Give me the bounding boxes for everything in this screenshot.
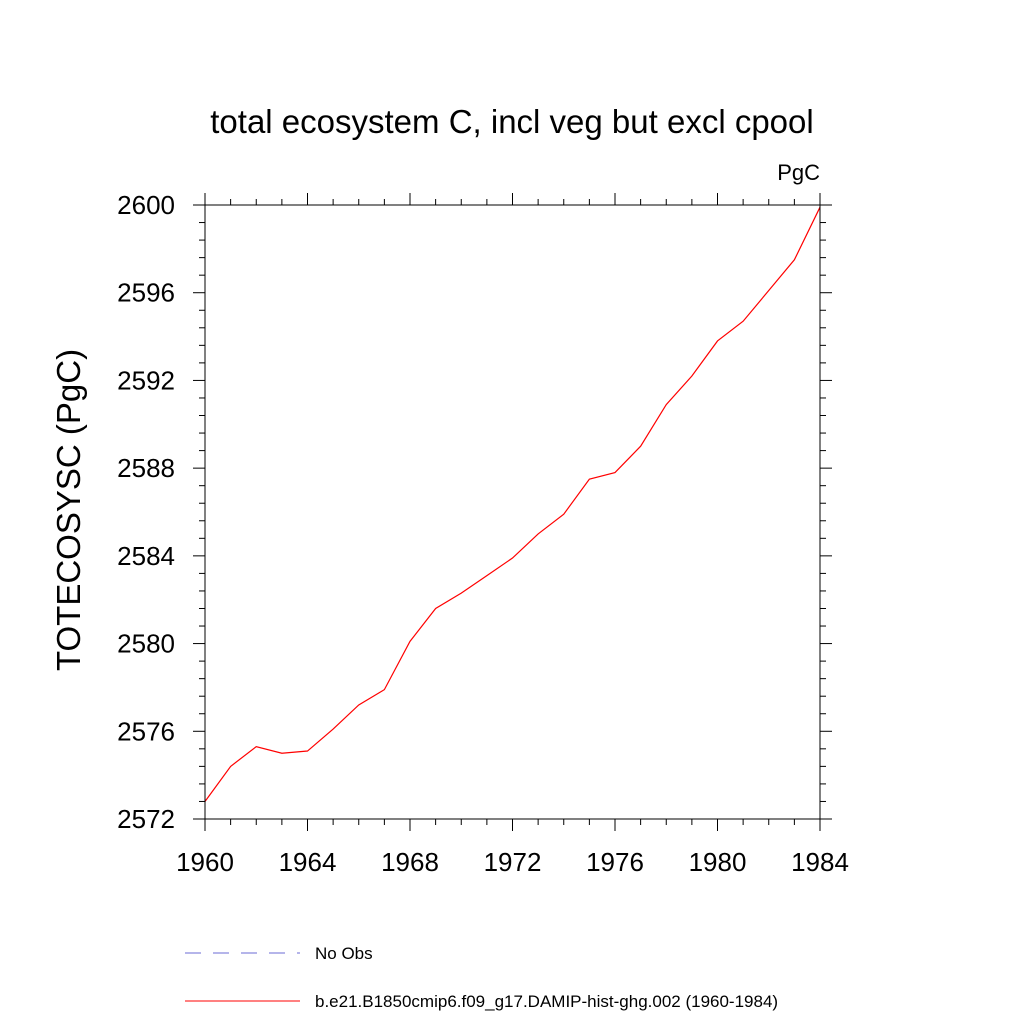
chart-title: total ecosystem C, incl veg but excl cpo…	[210, 103, 813, 140]
y-tick-label: 2596	[117, 278, 175, 308]
tick-labels: 1960 1964 1968 1972 1976 1980 1984 2572 2576 2580…	[117, 190, 849, 877]
y-tick-label: 2572	[117, 804, 175, 834]
units-label: PgC	[777, 160, 820, 185]
x-tick-label: 1972	[484, 847, 542, 877]
y-tick-label: 2580	[117, 629, 175, 659]
x-tick-label: 1968	[381, 847, 439, 877]
legend: No Obs b.e21.B1850cmip6.f09_g17.DAMIP-his…	[185, 944, 778, 1011]
x-tick-label: 1964	[279, 847, 337, 877]
y-tick-label: 2576	[117, 716, 175, 746]
y-axis-label: TOTECOSYSC (PgC)	[50, 349, 87, 671]
y-tick-label: 2588	[117, 453, 175, 483]
y-tick-label: 2600	[117, 190, 175, 220]
x-tick-label: 1980	[689, 847, 747, 877]
legend-label: b.e21.B1850cmip6.f09_g17.DAMIP-hist-ghg.…	[315, 992, 778, 1011]
series-layer	[204, 206, 821, 802]
axis-ticks	[193, 193, 832, 831]
y-tick-label: 2592	[117, 365, 175, 395]
x-tick-label: 1984	[791, 847, 849, 877]
plot-frame	[204, 204, 821, 820]
x-tick-label: 1960	[176, 847, 234, 877]
y-tick-label: 2584	[117, 541, 175, 571]
x-tick-label: 1976	[586, 847, 644, 877]
series-line	[204, 206, 821, 802]
legend-label: No Obs	[315, 944, 373, 963]
